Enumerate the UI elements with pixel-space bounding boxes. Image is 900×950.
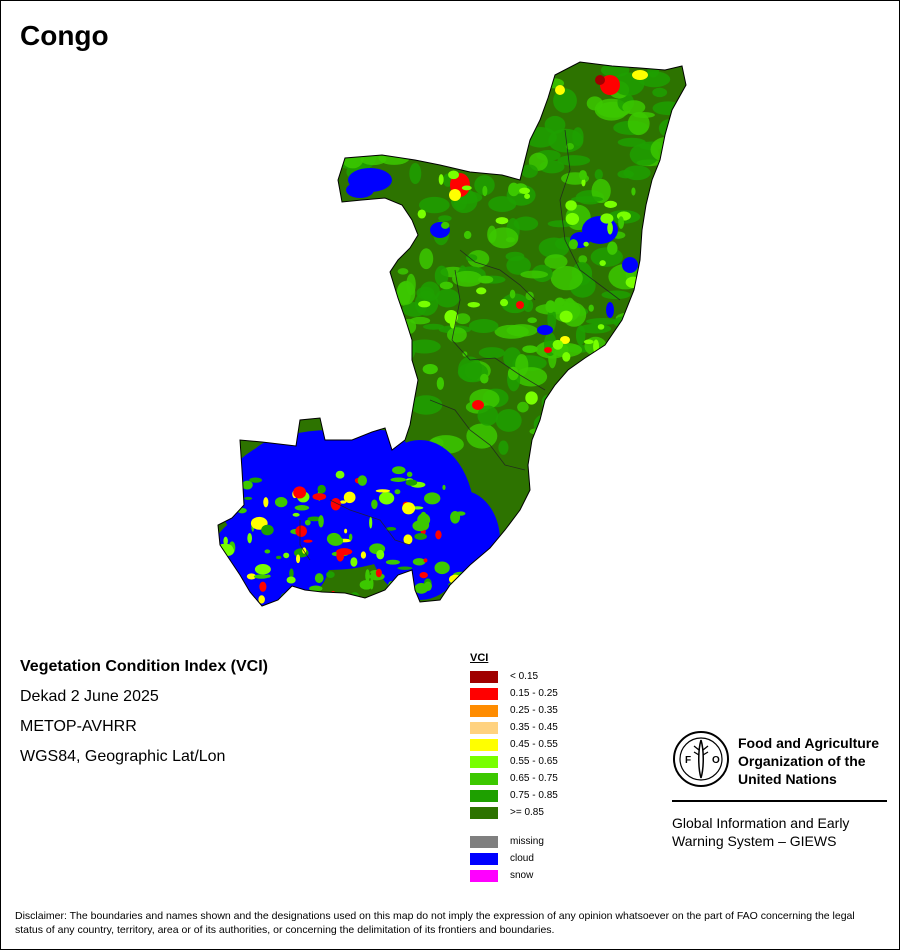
legend-item: 0.75 - 0.85	[470, 787, 558, 804]
legend-label: 0.45 - 0.55	[510, 739, 558, 750]
legend-swatch	[470, 738, 498, 751]
org-name: Food and Agriculture Organization of the…	[738, 734, 900, 788]
legend-item: cloud	[470, 850, 558, 867]
org-name-line: Organization of the	[738, 753, 866, 769]
disclaimer-text: Disclaimer: The boundaries and names sho…	[15, 910, 855, 936]
legend-label: 0.15 - 0.25	[510, 688, 558, 699]
vci-legend: VCI < 0.15 0.15 - 0.25 0.25 - 0.35 0.35 - 0…	[470, 652, 558, 884]
legend-swatch	[470, 721, 498, 734]
sensor-label: METOP-AVHRR	[20, 718, 137, 735]
map-info: Vegetation Condition Index (VCI) Dekad 2…	[20, 656, 268, 776]
legend-title: VCI	[470, 652, 489, 664]
legend-item: 0.35 - 0.45	[470, 719, 558, 736]
index-name: Vegetation Condition Index (VCI)	[20, 658, 268, 675]
legend-swatch	[470, 755, 498, 768]
giews-label: Global Information and Early Warning Sys…	[672, 814, 892, 850]
legend-item: 0.55 - 0.65	[470, 753, 558, 770]
divider	[672, 800, 887, 802]
legend-swatch	[470, 806, 498, 819]
logo-letter-f: F	[685, 755, 691, 766]
legend-item: 0.15 - 0.25	[470, 685, 558, 702]
map-title: Congo	[20, 20, 109, 51]
legend-item: 0.65 - 0.75	[470, 770, 558, 787]
legend-swatch	[470, 789, 498, 802]
legend-label: 0.75 - 0.85	[510, 790, 558, 801]
logo-letter-o: O	[712, 755, 720, 766]
legend-item: snow	[470, 867, 558, 884]
legend-swatch	[470, 869, 498, 882]
legend-label: cloud	[510, 853, 534, 864]
legend-label: snow	[510, 870, 534, 881]
fao-logo-icon: F O	[673, 731, 729, 787]
legend-swatch	[470, 835, 498, 848]
legend-swatch	[470, 687, 498, 700]
giews-line: Global Information and Early	[672, 815, 850, 831]
org-name-line: Food and Agriculture	[738, 735, 880, 751]
legend-item: missing	[470, 833, 558, 850]
legend-swatch	[470, 704, 498, 717]
legend-label: >= 0.85	[510, 807, 544, 818]
legend-item: < 0.15	[470, 668, 558, 685]
period-label: Dekad 2 June 2025	[20, 688, 159, 705]
legend-label: missing	[510, 836, 544, 847]
legend-label: 0.35 - 0.45	[510, 722, 558, 733]
legend-label: < 0.15	[510, 671, 539, 682]
giews-line: Warning System – GIEWS	[672, 833, 837, 849]
legend-label: 0.65 - 0.75	[510, 773, 558, 784]
legend-item: >= 0.85	[470, 804, 558, 821]
legend-swatch	[470, 852, 498, 865]
legend-label: 0.55 - 0.65	[510, 756, 558, 767]
legend-item: 0.45 - 0.55	[470, 736, 558, 753]
vci-map	[217, 61, 687, 607]
projection-label: WGS84, Geographic Lat/Lon	[20, 748, 226, 765]
legend-label: 0.25 - 0.35	[510, 705, 558, 716]
org-name-line: United Nations	[738, 771, 837, 787]
legend-swatch	[470, 670, 498, 683]
legend-item: 0.25 - 0.35	[470, 702, 558, 719]
legend-swatch	[470, 772, 498, 785]
